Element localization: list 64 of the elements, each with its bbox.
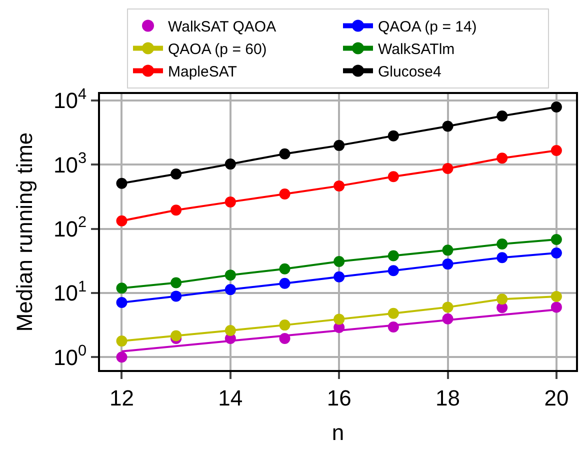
point bbox=[279, 188, 290, 200]
legend-label: Glucose4 bbox=[378, 64, 442, 81]
point bbox=[550, 247, 562, 258]
point bbox=[279, 320, 290, 331]
y-tick-label: 10$^{1}$ bbox=[54, 278, 87, 306]
point bbox=[224, 324, 236, 336]
point bbox=[170, 330, 182, 342]
point bbox=[224, 270, 236, 281]
point bbox=[170, 204, 182, 216]
point bbox=[442, 244, 454, 256]
point bbox=[279, 278, 290, 289]
y-tick-label: 10$^{4}$ bbox=[54, 86, 88, 114]
point bbox=[496, 252, 508, 264]
y-tick-label: 10$^{0}$ bbox=[54, 342, 87, 370]
x-tick-label: 18 bbox=[436, 385, 460, 410]
point bbox=[550, 144, 562, 156]
point bbox=[116, 215, 128, 226]
point bbox=[170, 168, 182, 180]
point bbox=[550, 102, 562, 113]
point bbox=[116, 297, 128, 308]
point bbox=[334, 271, 345, 282]
point bbox=[388, 265, 399, 276]
x-axis-title: n bbox=[332, 420, 344, 445]
point bbox=[224, 284, 236, 296]
legend-label: WalkSATlm bbox=[378, 41, 455, 58]
x-tick-label: 14 bbox=[218, 385, 243, 410]
y-axis-title: Median running time bbox=[12, 132, 37, 332]
point bbox=[442, 120, 454, 132]
point bbox=[224, 196, 236, 208]
point bbox=[224, 158, 236, 170]
point bbox=[496, 238, 508, 250]
point bbox=[442, 162, 454, 174]
point bbox=[496, 294, 508, 305]
point bbox=[550, 234, 562, 246]
point bbox=[388, 130, 399, 142]
point bbox=[334, 256, 345, 268]
y-tick-label: 10$^{2}$ bbox=[54, 214, 87, 242]
point bbox=[279, 148, 290, 160]
point bbox=[388, 250, 399, 262]
y-tick-label: 10$^{3}$ bbox=[54, 150, 87, 178]
point bbox=[550, 291, 562, 302]
point bbox=[388, 308, 399, 319]
point bbox=[496, 152, 508, 164]
point bbox=[116, 178, 128, 189]
point bbox=[170, 290, 182, 302]
point bbox=[442, 302, 454, 313]
legend-label: WalkSAT QAOA bbox=[168, 18, 276, 36]
point bbox=[116, 282, 128, 294]
point bbox=[442, 258, 454, 270]
point bbox=[116, 352, 128, 363]
x-tick-label: 16 bbox=[326, 385, 352, 410]
point bbox=[116, 336, 128, 347]
point bbox=[279, 263, 290, 274]
x-tick-label: 12 bbox=[110, 385, 134, 410]
x-tick-label: 20 bbox=[544, 385, 569, 410]
point bbox=[170, 277, 182, 288]
point bbox=[334, 180, 345, 192]
point bbox=[388, 171, 399, 182]
point bbox=[334, 140, 345, 151]
point bbox=[496, 110, 508, 122]
legend-label: QAOA (p = 14) bbox=[378, 18, 477, 36]
point bbox=[334, 314, 345, 325]
legend-label: MapleSAT bbox=[168, 64, 237, 81]
legend-label: QAOA (p = 60) bbox=[168, 41, 267, 58]
